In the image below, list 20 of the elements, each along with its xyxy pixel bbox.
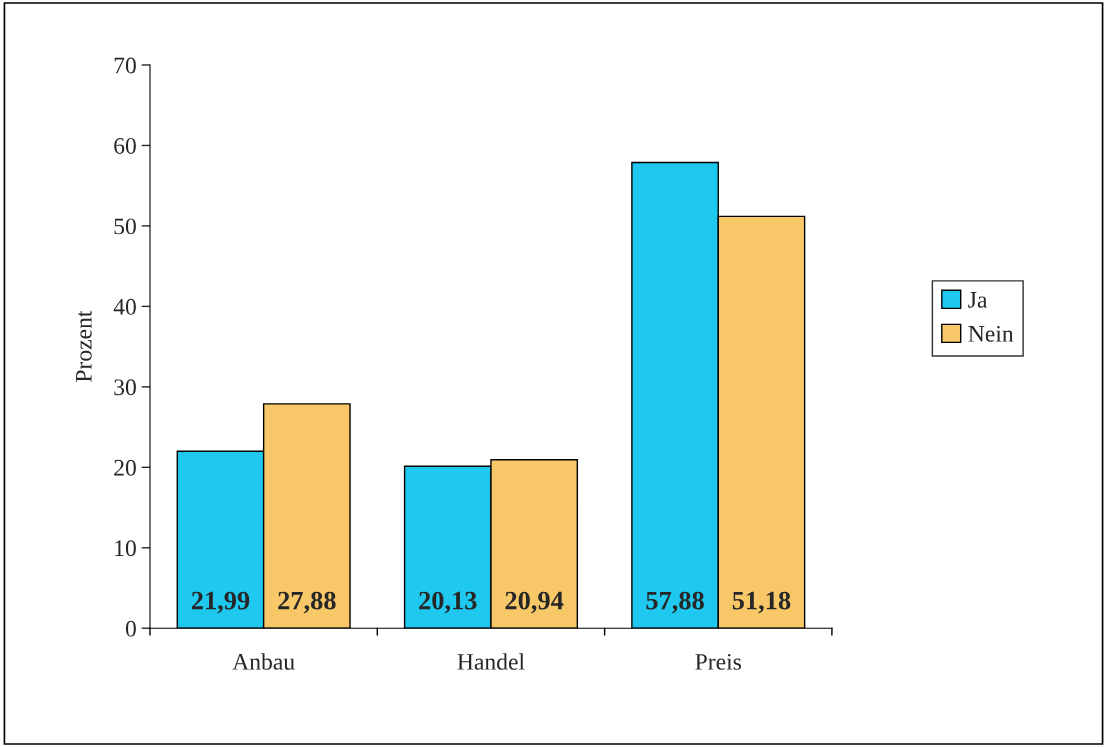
- y-tick-label: 60: [114, 137, 136, 154]
- data-label: 51,18: [732, 591, 791, 614]
- x-tick-label: Anbau: [232, 653, 295, 670]
- data-label: 20,94: [505, 591, 564, 614]
- legend-label: Nein: [968, 325, 1014, 342]
- y-tick-label: 40: [113, 298, 136, 315]
- y-tick-label: 0: [125, 620, 136, 637]
- data-label: 21,99: [191, 591, 250, 614]
- y-axis-title: Prozent: [76, 310, 92, 382]
- y-tick-label: 20: [114, 459, 136, 476]
- y-tick-label: 50: [114, 218, 136, 235]
- data-label: 20,13: [419, 591, 477, 614]
- data-label: 57,88: [646, 591, 704, 614]
- x-tick-label: Preis: [695, 653, 742, 670]
- data-label: 27,88: [278, 591, 336, 614]
- legend-label: Ja: [968, 292, 988, 308]
- x-tick-label: Handel: [457, 653, 525, 670]
- y-tick-label: 30: [114, 379, 136, 396]
- y-tick-label: 10: [115, 540, 136, 557]
- y-tick-label: 70: [114, 57, 136, 74]
